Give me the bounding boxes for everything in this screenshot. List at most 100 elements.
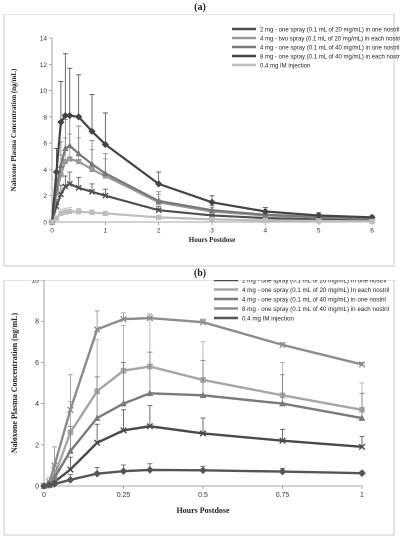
data-point bbox=[93, 439, 101, 447]
y-tick-label: 4 bbox=[35, 401, 39, 408]
data-point bbox=[53, 215, 60, 221]
data-point bbox=[279, 399, 286, 407]
data-point bbox=[62, 144, 69, 151]
legend-label: 4 mg - one spray (0.1 mL of 40 mg/mL) in… bbox=[260, 46, 400, 52]
data-point bbox=[208, 206, 216, 213]
data-point bbox=[262, 217, 268, 224]
y-tick-label: 6 bbox=[35, 360, 39, 367]
legend-label: 4 mg - two spray (0.1 mL of 20 mg/mL) in… bbox=[260, 37, 400, 43]
y-tick-label: 2 bbox=[35, 442, 39, 449]
series-4 bbox=[48, 53, 376, 226]
data-point bbox=[88, 127, 96, 135]
chart-frame bbox=[3, 14, 395, 267]
series-5 bbox=[49, 207, 375, 225]
data-point bbox=[155, 180, 163, 188]
data-point bbox=[358, 361, 366, 368]
y-tick-label: 4 bbox=[43, 167, 47, 174]
y-tick-label: 8 bbox=[35, 319, 39, 326]
data-point bbox=[40, 482, 48, 490]
data-point bbox=[102, 173, 108, 179]
x-tick-label: 1 bbox=[360, 492, 364, 499]
x-axis-title: Hours Postdose bbox=[176, 506, 230, 515]
data-point bbox=[358, 443, 366, 451]
series-line bbox=[43, 425, 363, 488]
data-point bbox=[75, 150, 82, 157]
data-point bbox=[57, 118, 65, 126]
y-tick-label: 6 bbox=[43, 141, 47, 148]
data-point bbox=[102, 210, 108, 217]
y-tick-label: 12 bbox=[40, 62, 48, 69]
legend-label: 4 mg - one spray (0.1 mL of 40 mg/mL) in… bbox=[242, 297, 386, 304]
data-point bbox=[261, 207, 269, 216]
data-point bbox=[67, 466, 74, 473]
data-point bbox=[66, 142, 73, 149]
data-point bbox=[67, 156, 73, 162]
data-point bbox=[50, 480, 59, 488]
data-point bbox=[49, 219, 55, 225]
x-tick-label: 0.25 bbox=[117, 492, 131, 499]
data-point bbox=[315, 211, 323, 220]
data-point bbox=[93, 469, 101, 478]
data-point bbox=[358, 469, 366, 478]
x-tick-label: 0 bbox=[50, 228, 54, 235]
data-point bbox=[58, 172, 64, 178]
data-point bbox=[146, 389, 154, 397]
data-point bbox=[57, 161, 65, 169]
y-tick-label: 2 bbox=[43, 193, 47, 200]
y-tick-label: 0 bbox=[35, 484, 39, 491]
data-point bbox=[88, 188, 96, 195]
x-tick-label: 0.75 bbox=[276, 492, 290, 499]
legend-label: 2 mg - one spray (0.1 mL of 20 mg/mL) In… bbox=[242, 280, 386, 285]
x-tick-label: 0 bbox=[42, 492, 46, 499]
data-point bbox=[89, 166, 95, 173]
data-point bbox=[155, 197, 162, 204]
chart-frame bbox=[3, 280, 395, 536]
data-point bbox=[120, 427, 127, 434]
data-point bbox=[62, 158, 68, 165]
y-axis-title: Naloxone Plasma Concentration (ng/mL) bbox=[10, 313, 19, 454]
data-point bbox=[61, 111, 69, 120]
data-point bbox=[119, 467, 128, 475]
data-point bbox=[146, 314, 154, 322]
data-point bbox=[67, 447, 74, 454]
data-point bbox=[93, 414, 101, 421]
y-tick-label: 0 bbox=[43, 220, 47, 227]
data-point bbox=[101, 140, 109, 149]
x-tick-label: 2 bbox=[157, 228, 161, 235]
data-point bbox=[52, 168, 61, 176]
legend-label: 8 mg - one spray (0.1 mL of 40 mg/mL) in… bbox=[242, 306, 389, 313]
x-tick-label: 1 bbox=[104, 228, 108, 235]
series-line bbox=[43, 316, 363, 487]
legend-label: 0.4 mg IM injection bbox=[260, 64, 310, 70]
data-point bbox=[62, 183, 69, 190]
y-axis-title: Naloxone Plasma Concentration (ng/mL) bbox=[10, 68, 18, 191]
x-tick-label: 0.5 bbox=[198, 492, 208, 499]
legend-label: 4 mg - one spray (0.1 mL of 20 mg/mL) In… bbox=[242, 287, 389, 294]
data-point bbox=[93, 326, 101, 333]
series-3 bbox=[40, 351, 366, 489]
panel-a-label: (a) bbox=[194, 2, 206, 13]
x-tick-label: 5 bbox=[317, 228, 321, 235]
data-point bbox=[120, 315, 127, 323]
data-point bbox=[66, 111, 74, 120]
data-point bbox=[358, 414, 366, 421]
data-point bbox=[156, 214, 162, 220]
x-tick-label: 4 bbox=[264, 228, 268, 235]
data-point bbox=[51, 462, 58, 469]
data-point bbox=[369, 218, 375, 224]
data-point bbox=[208, 198, 216, 206]
data-point bbox=[146, 422, 154, 430]
data-point bbox=[199, 391, 207, 399]
legend-label: 8 mg - one spray (0.1 mL of 40 mg/mL) in… bbox=[260, 55, 400, 61]
data-point bbox=[199, 466, 207, 475]
data-point bbox=[279, 437, 286, 444]
panel-b-label: (b) bbox=[193, 268, 207, 279]
data-point bbox=[279, 341, 286, 349]
data-point bbox=[76, 158, 82, 165]
x-axis-title: Hours Postdose bbox=[189, 236, 235, 244]
data-point bbox=[146, 466, 154, 474]
x-tick-label: 3 bbox=[210, 228, 214, 235]
legend-label: 2 mg - one spray (0.1 mL of 20 mg/mL) in… bbox=[260, 28, 400, 34]
data-point bbox=[58, 210, 64, 217]
